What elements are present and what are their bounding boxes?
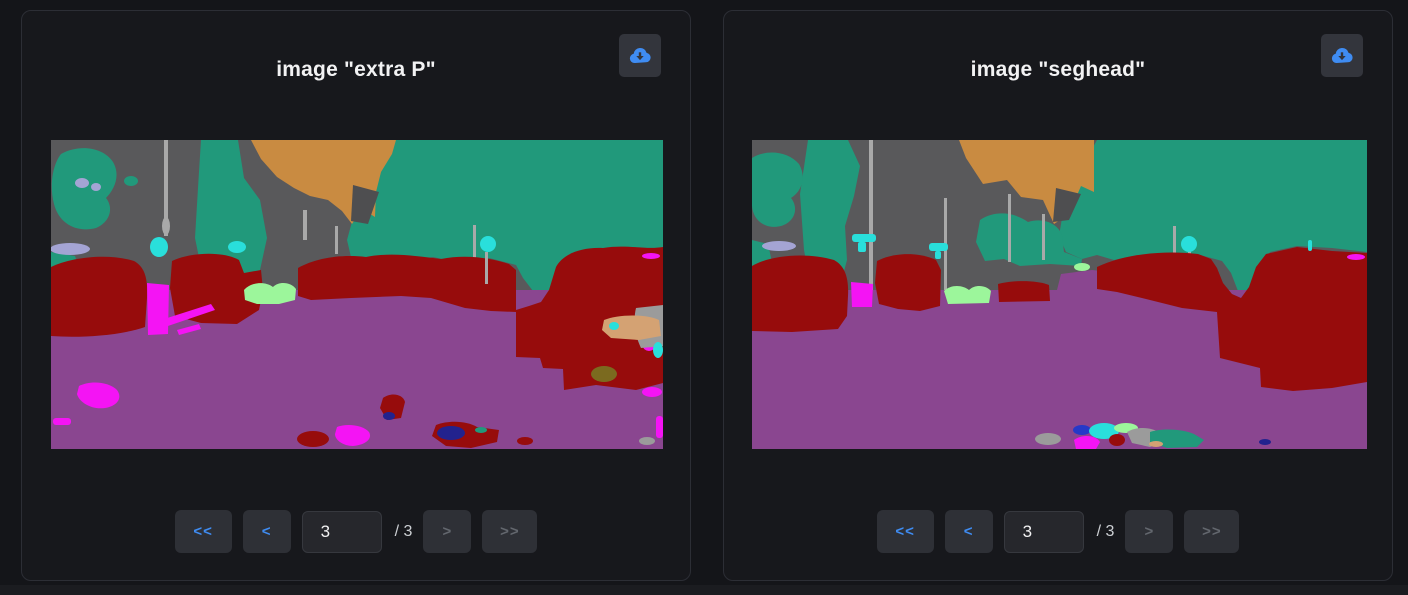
first-page-button[interactable]: <<	[174, 510, 232, 553]
page-total-label: / 3	[394, 522, 413, 540]
pagination: << < / 3 > >>	[724, 510, 1392, 553]
download-button[interactable]	[619, 34, 661, 77]
panel-seghead: image "seghead"	[723, 10, 1393, 581]
panel-title: image "extra P"	[276, 58, 436, 81]
page-number-input[interactable]	[1003, 510, 1084, 553]
next-page-button[interactable]: >	[423, 510, 472, 553]
pagination: << < / 3 > >>	[22, 510, 690, 553]
previous-page-button[interactable]: <	[242, 510, 291, 553]
panel-title: image "seghead"	[970, 58, 1146, 81]
page-total-label: / 3	[1096, 522, 1115, 540]
cloud-download-icon	[629, 47, 651, 63]
footer-strip	[0, 585, 1408, 595]
segmentation-image-seghead[interactable]	[752, 140, 1367, 449]
cloud-download-icon	[1331, 47, 1353, 63]
panel-extra-p: image "extra P"	[21, 10, 691, 581]
last-page-button[interactable]: >>	[482, 510, 538, 553]
last-page-button[interactable]: >>	[1184, 510, 1240, 553]
first-page-button[interactable]: <<	[876, 510, 934, 553]
segmentation-mask	[752, 140, 1367, 449]
segmentation-image-extra-p[interactable]	[51, 140, 663, 449]
next-page-button[interactable]: >	[1125, 510, 1174, 553]
segmentation-mask	[51, 140, 663, 449]
previous-page-button[interactable]: <	[944, 510, 993, 553]
download-button[interactable]	[1321, 34, 1363, 77]
page-number-input[interactable]	[301, 510, 382, 553]
